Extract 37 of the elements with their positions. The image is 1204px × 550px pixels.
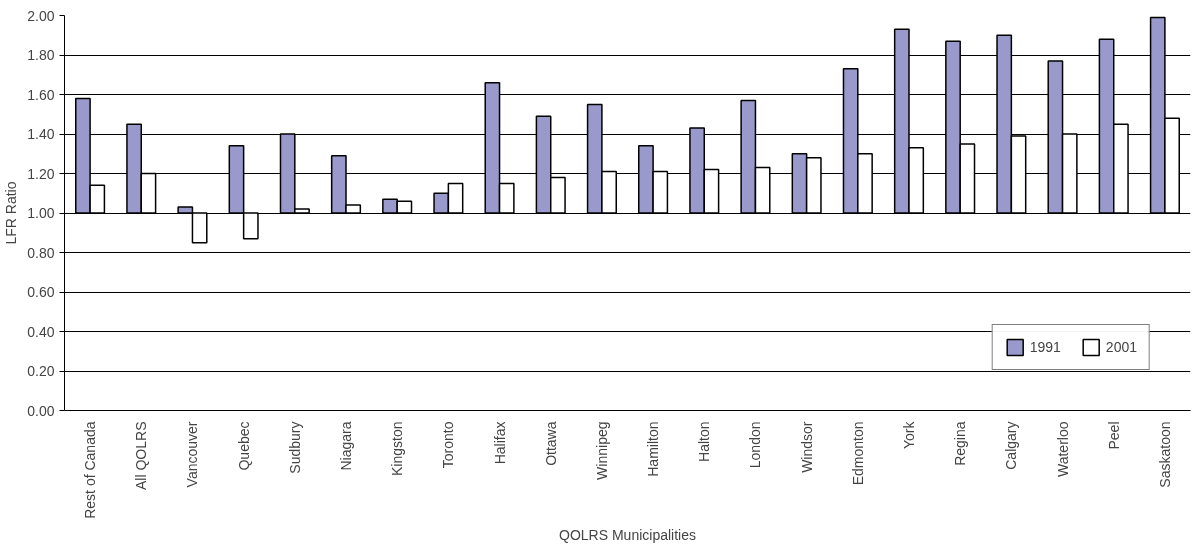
x-tick-label: Ottawa: [542, 421, 559, 466]
x-tick-label: Hamilton: [645, 421, 662, 477]
x-tick-label: All QOLRS: [133, 421, 150, 490]
x-tick-label: London: [747, 421, 764, 469]
x-tick-label: Windsor: [798, 421, 815, 473]
y-tick-label: 1.00: [27, 205, 55, 221]
y-tick-label: 0.80: [27, 244, 55, 261]
x-tick-label: Peel: [1105, 421, 1122, 450]
x-tick-label: Sudbury: [286, 421, 303, 474]
x-tick-label: Niagara: [338, 421, 354, 471]
x-tick-label: Quebec: [235, 421, 252, 471]
x-tick-label: Toronto: [440, 421, 457, 469]
x-tick-label: Rest of Canada: [82, 421, 99, 519]
x-tick-label: Halton: [696, 421, 713, 462]
x-tick-label: Waterloo: [1054, 421, 1071, 477]
x-tick-label: Regina: [952, 421, 969, 466]
y-tick-label: 1.20: [27, 165, 55, 182]
y-tick-label: 1.60: [27, 86, 55, 103]
legend-label: 1991: [1029, 339, 1061, 355]
x-tick-label: York: [901, 420, 917, 449]
x-tick-label: Kingston: [389, 421, 406, 476]
x-tick-label: Edmonton: [849, 421, 866, 486]
y-tick-label: 1.80: [27, 47, 55, 63]
x-tick-label: Calgary: [1003, 421, 1020, 470]
y-axis-title: LFR Ratio: [3, 181, 20, 245]
y-tick-label: 0.60: [27, 284, 55, 300]
y-tick-label: 2.00: [27, 7, 55, 24]
x-tick-label: Winnipeg: [593, 421, 610, 480]
y-tick-label: 1.40: [27, 126, 55, 142]
x-tick-label: Saskatoon: [1156, 421, 1173, 488]
y-tick-label: 0.40: [27, 323, 55, 340]
y-tick-label: 0.20: [27, 363, 55, 379]
legend-label: 2001: [1105, 339, 1137, 355]
y-tick-label: 0.00: [27, 402, 55, 419]
x-tick-label: Halifax: [491, 421, 508, 465]
x-axis-title: QOLRS Municipalities: [559, 526, 696, 543]
x-tick-label: Vancouver: [184, 421, 201, 488]
